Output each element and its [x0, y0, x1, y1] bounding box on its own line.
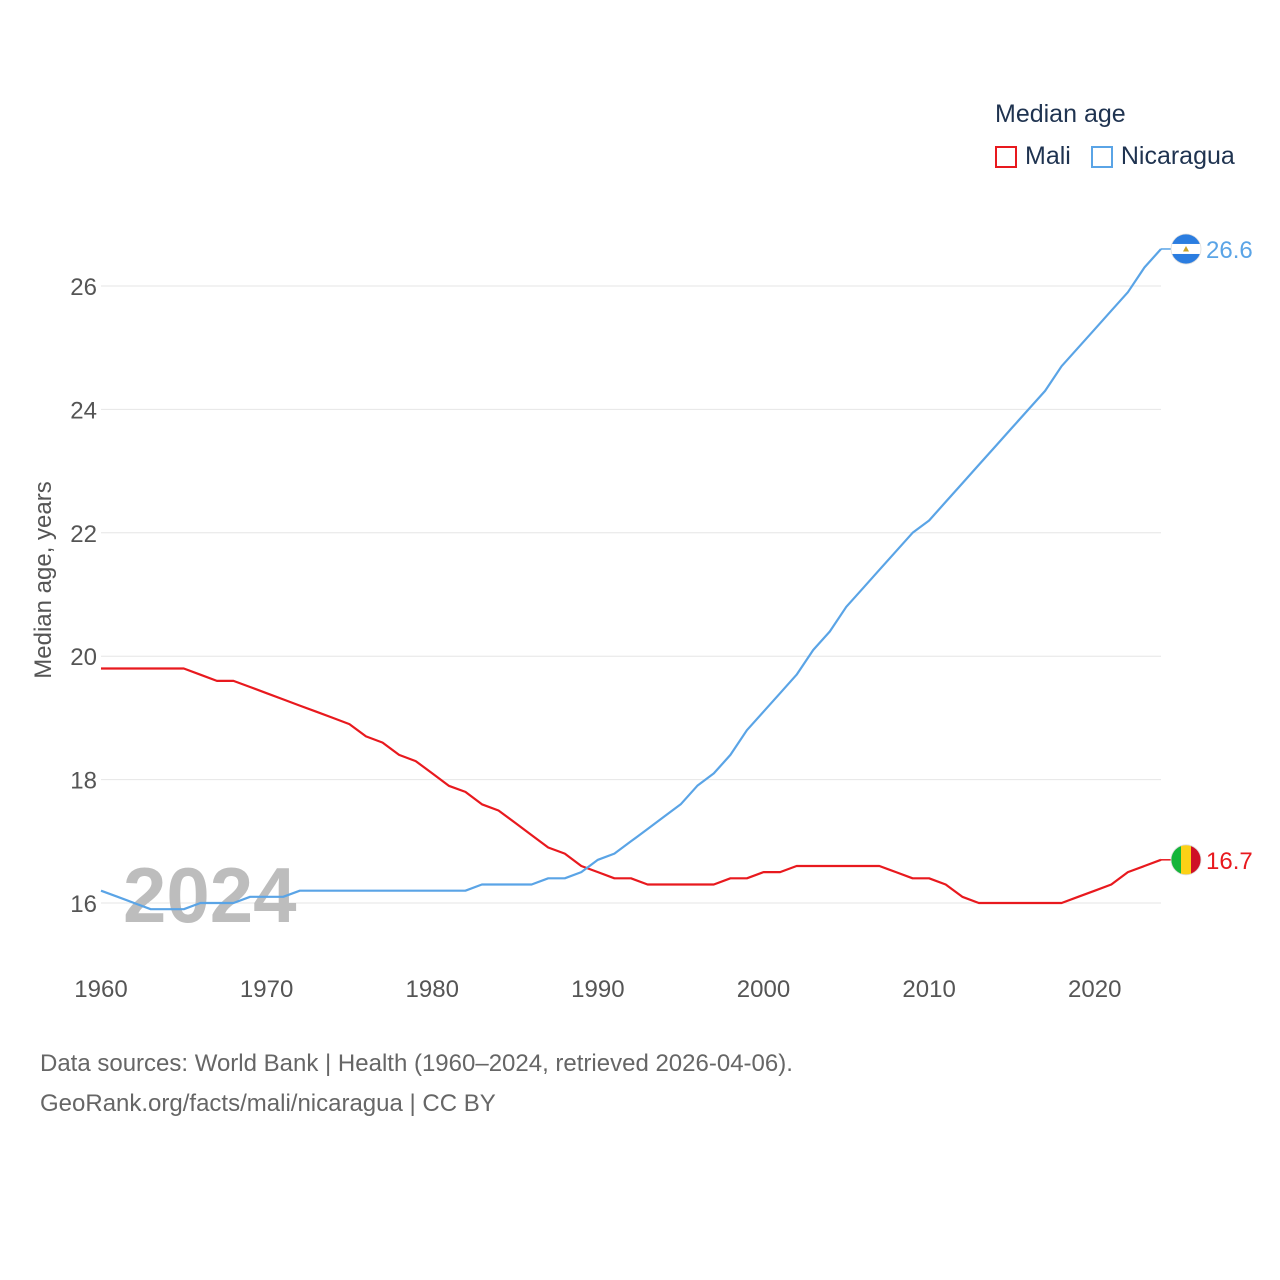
x-tick-label: 1990 — [571, 976, 624, 1003]
x-tick-label: 2000 — [737, 976, 790, 1003]
x-tick-label: 2020 — [1068, 976, 1121, 1003]
nicaragua-flag-icon — [1170, 233, 1202, 265]
source-line-1: Data sources: World Bank | Health (1960–… — [40, 1050, 793, 1077]
year-watermark: 2024 — [123, 851, 297, 939]
legend-item-mali[interactable]: Mali — [995, 142, 1071, 171]
y-tick-label: 24 — [70, 397, 97, 424]
x-tick-label: 2010 — [902, 976, 955, 1003]
y-tick-label: 26 — [70, 274, 97, 301]
y-axis-ticks: 16 18 20 22 24 26 — [70, 274, 97, 918]
mali-flag-icon — [1170, 844, 1202, 876]
y-axis-label: Median age, years — [30, 481, 57, 678]
legend-title: Median age — [995, 100, 1126, 128]
x-tick-label: 1970 — [240, 976, 293, 1003]
y-tick-label: 16 — [70, 891, 97, 918]
grid-lines — [101, 285, 1161, 904]
x-tick-label: 1980 — [406, 976, 459, 1003]
y-tick-label: 22 — [70, 521, 97, 548]
series-lines — [100, 248, 1162, 911]
x-tick-label: 1960 — [74, 976, 127, 1003]
legend-swatch — [995, 145, 1017, 168]
legend: Mali Nicaragua — [995, 142, 1235, 171]
legend-label: Nicaragua — [1120, 142, 1235, 170]
y-tick-label: 20 — [70, 644, 97, 671]
series-line-nicaragua — [100, 248, 1162, 911]
y-tick-label: 18 — [70, 768, 97, 795]
series-line-mali — [101, 667, 1162, 905]
end-value-label: 26.6 — [1206, 237, 1253, 264]
source-line-2: GeoRank.org/facts/mali/nicaragua | CC BY — [40, 1090, 496, 1117]
legend-item-nicaragua[interactable]: Nicaragua — [1090, 142, 1235, 171]
source-note: Data sources: World Bank | Health (1960–… — [40, 1044, 793, 1124]
legend-swatch — [1090, 145, 1113, 168]
end-markers: 16.7 26.6 — [1161, 233, 1253, 876]
legend-label: Mali — [1025, 142, 1071, 170]
x-axis-ticks: 1960 1970 1980 1990 2000 2010 2020 — [74, 976, 1121, 1003]
end-value-label: 16.7 — [1206, 848, 1253, 875]
